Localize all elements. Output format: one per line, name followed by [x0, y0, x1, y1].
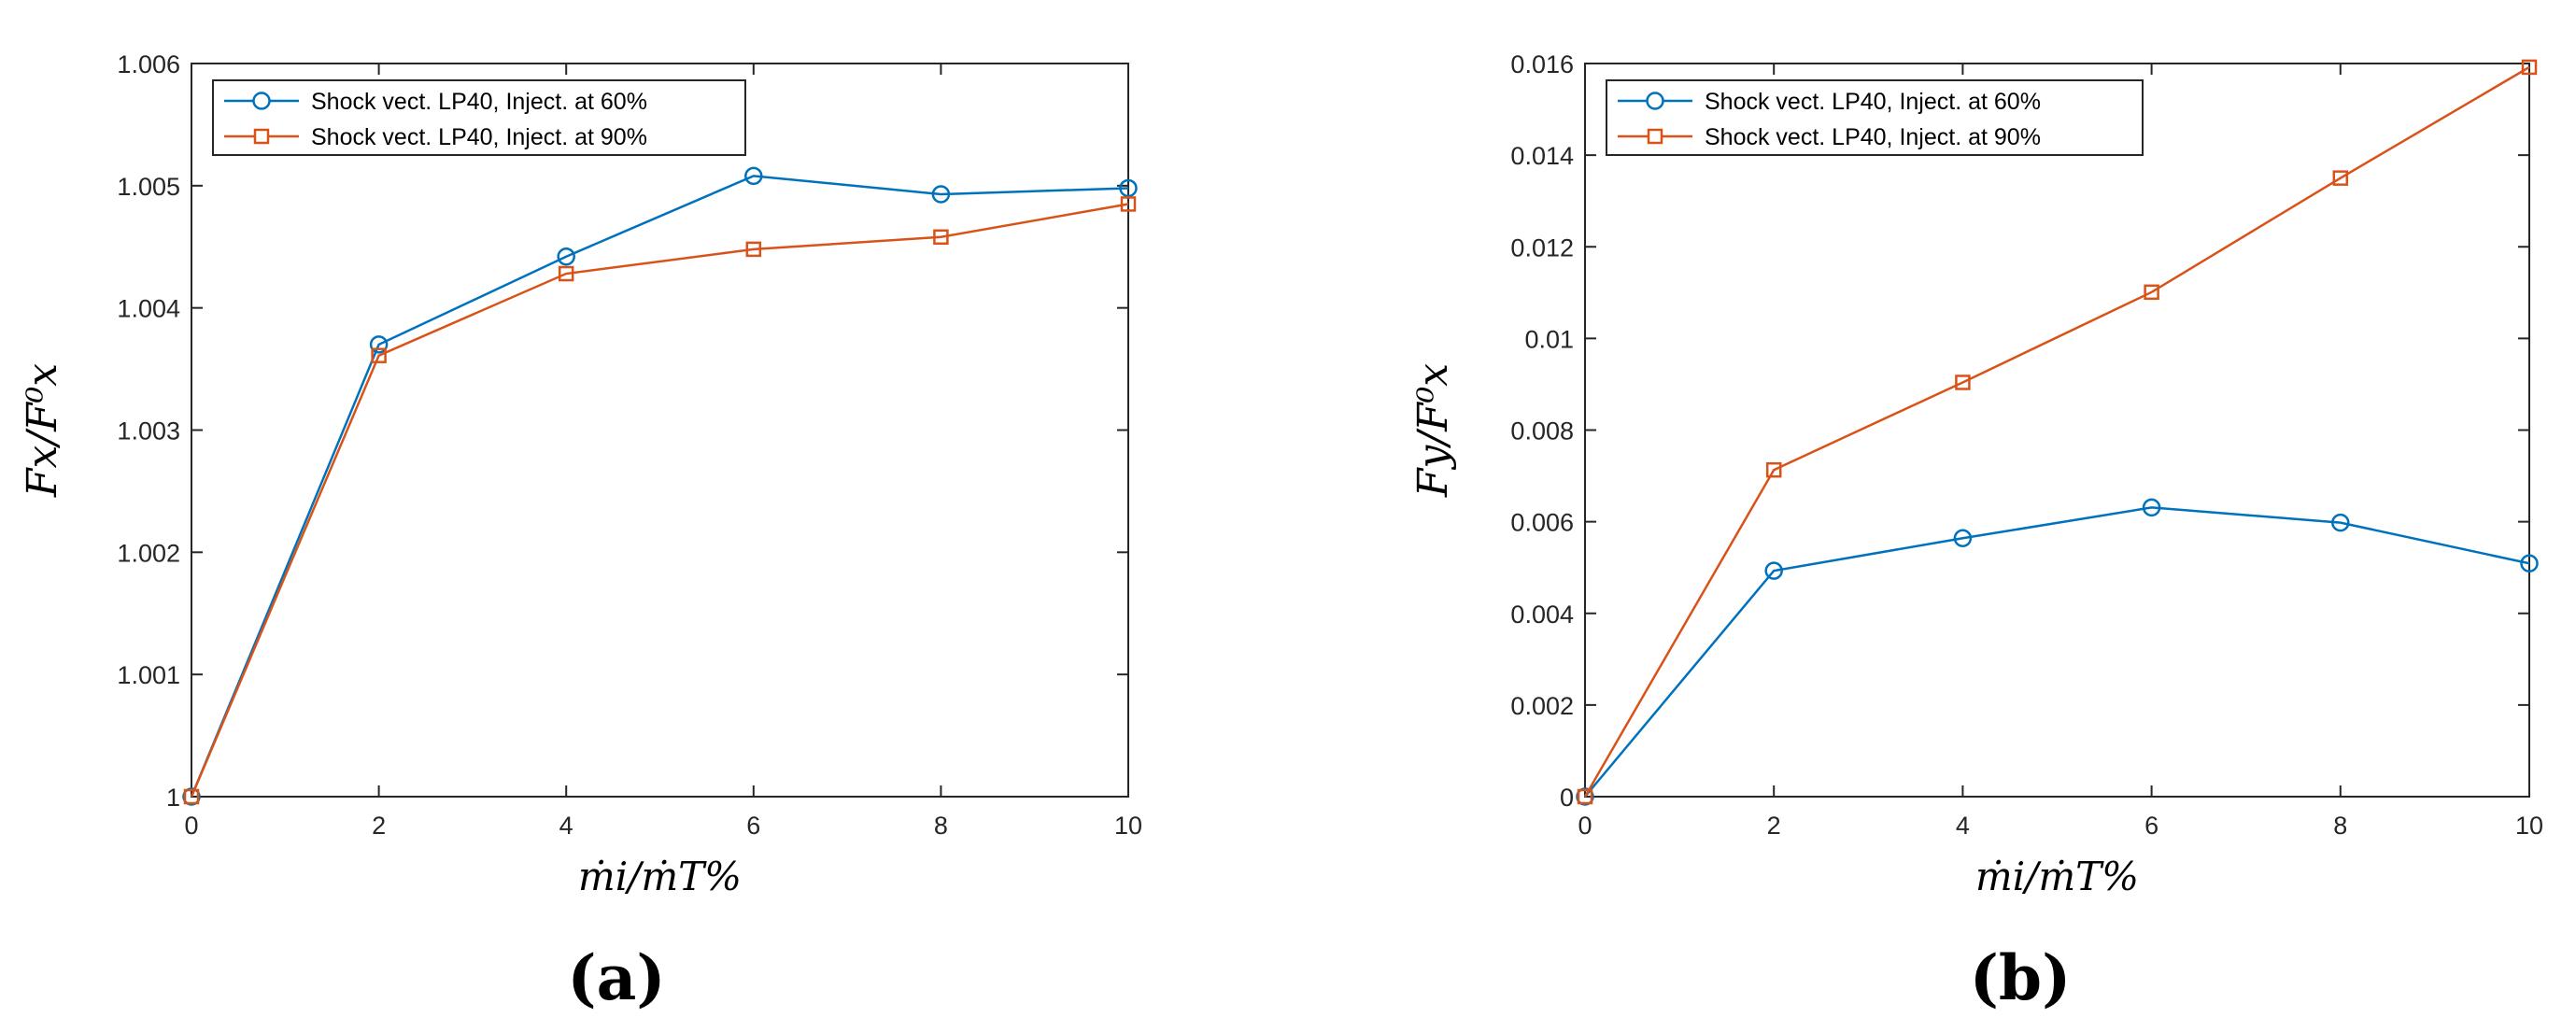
- y-tick-label: 0: [1560, 784, 1574, 812]
- data-point-60: [1576, 787, 1594, 806]
- legend-marker-circle: [252, 92, 271, 110]
- y-tick-label: 0.004: [1510, 601, 1574, 629]
- chart-panel-b: 0 2 4 6 8 10 0 0.002 0.004 0.006 0.008 0.01 0.012 0.0…: [1409, 50, 2543, 1014]
- legend: Shock vect. LP40, Inject. at 60% Shock ve…: [212, 79, 746, 156]
- data-point-60: [2331, 513, 2350, 532]
- plot-area: [1584, 63, 2530, 798]
- data-point-60: [369, 335, 389, 354]
- legend-label: Shock vect. LP40, Inject. at 60%: [1705, 89, 2041, 115]
- y-axis-label: Fy/F⁰x: [1409, 363, 1457, 498]
- x-tick-label: 2: [372, 812, 386, 840]
- panel-label: (b): [1970, 941, 2072, 1014]
- y-tick-label: 0.014: [1510, 142, 1574, 170]
- legend-label: Shock vect. LP40, Inject. at 90%: [1705, 124, 2041, 150]
- y-tick-label: 1.004: [117, 295, 180, 323]
- data-point-60: [182, 787, 201, 806]
- legend-box: [212, 79, 746, 156]
- y-tick-label: 1: [166, 784, 180, 812]
- y-tick-label: 1.002: [117, 539, 180, 567]
- y-tick-label: 0.016: [1510, 50, 1574, 78]
- x-tick-label: 8: [2333, 812, 2347, 840]
- data-point-60: [2142, 498, 2161, 517]
- data-point-90: [183, 788, 200, 805]
- data-point-60: [557, 247, 575, 266]
- data-point-90: [2332, 170, 2349, 186]
- plot-area: [191, 63, 1129, 798]
- panel-label: (a): [567, 941, 665, 1014]
- legend-label: Shock vect. LP40, Inject. at 60%: [311, 89, 647, 115]
- data-point-90: [1765, 461, 1782, 478]
- y-axis-label: Fx/F⁰x: [19, 363, 66, 498]
- x-tick-label: 4: [559, 812, 573, 840]
- x-tick-label: 8: [934, 812, 948, 840]
- x-tick-label: 10: [1114, 812, 1142, 840]
- legend-marker-square: [253, 128, 270, 145]
- legend-marker-square: [1647, 128, 1663, 145]
- data-point-90: [2521, 59, 2538, 76]
- x-tick-label: 4: [1956, 812, 1970, 840]
- x-axis-label: ṁi/ṁT%: [1975, 854, 2139, 899]
- x-tick-label: 0: [184, 812, 198, 840]
- x-tick-label: 10: [2515, 812, 2543, 840]
- legend-box: [1606, 79, 2144, 156]
- data-point-60: [744, 166, 763, 186]
- legend-label: Shock vect. LP40, Inject. at 90%: [311, 124, 647, 150]
- data-point-60: [2520, 554, 2539, 573]
- y-tick-label: 0.002: [1510, 692, 1574, 720]
- data-point-90: [371, 347, 387, 363]
- y-tick-label: 0.01: [1524, 325, 1574, 353]
- x-axis-label: ṁi/ṁT%: [578, 854, 742, 899]
- legend-marker-circle: [1646, 92, 1664, 110]
- series-line-60: [1584, 506, 2530, 798]
- data-point-90: [933, 229, 949, 246]
- y-tick-label: 1.006: [117, 50, 180, 78]
- legend: Shock vect. LP40, Inject. at 60% Shock ve…: [1606, 79, 2144, 156]
- x-tick-label: 0: [1578, 812, 1592, 840]
- data-point-90: [558, 265, 574, 282]
- series-line-60: [190, 175, 1129, 798]
- y-tick-label: 0.012: [1510, 233, 1574, 262]
- data-point-90: [2144, 284, 2159, 301]
- data-point-60: [1119, 178, 1138, 198]
- data-point-60: [1953, 529, 1973, 548]
- x-tick-label: 2: [1767, 812, 1781, 840]
- data-point-90: [1577, 788, 1593, 805]
- chart-panel-a: 0 2 4 6 8 10 1 1.001 1.002 1.003 1.004 1.005 1.006 Sh…: [19, 50, 1142, 1014]
- x-tick-label: 6: [2144, 812, 2158, 840]
- y-tick-label: 1.001: [117, 661, 180, 689]
- series-line-90: [1583, 65, 2530, 798]
- data-point-60: [931, 185, 951, 204]
- y-tick-label: 1.005: [117, 173, 180, 201]
- y-tick-label: 1.003: [117, 417, 180, 445]
- data-point-90: [1955, 375, 1971, 390]
- data-point-90: [1120, 196, 1137, 212]
- data-point-90: [745, 241, 762, 258]
- y-tick-label: 0.006: [1510, 509, 1574, 537]
- data-point-60: [1764, 561, 1783, 580]
- y-tick-label: 0.008: [1510, 417, 1574, 445]
- series-line-90: [190, 203, 1129, 798]
- x-tick-label: 6: [746, 812, 760, 840]
